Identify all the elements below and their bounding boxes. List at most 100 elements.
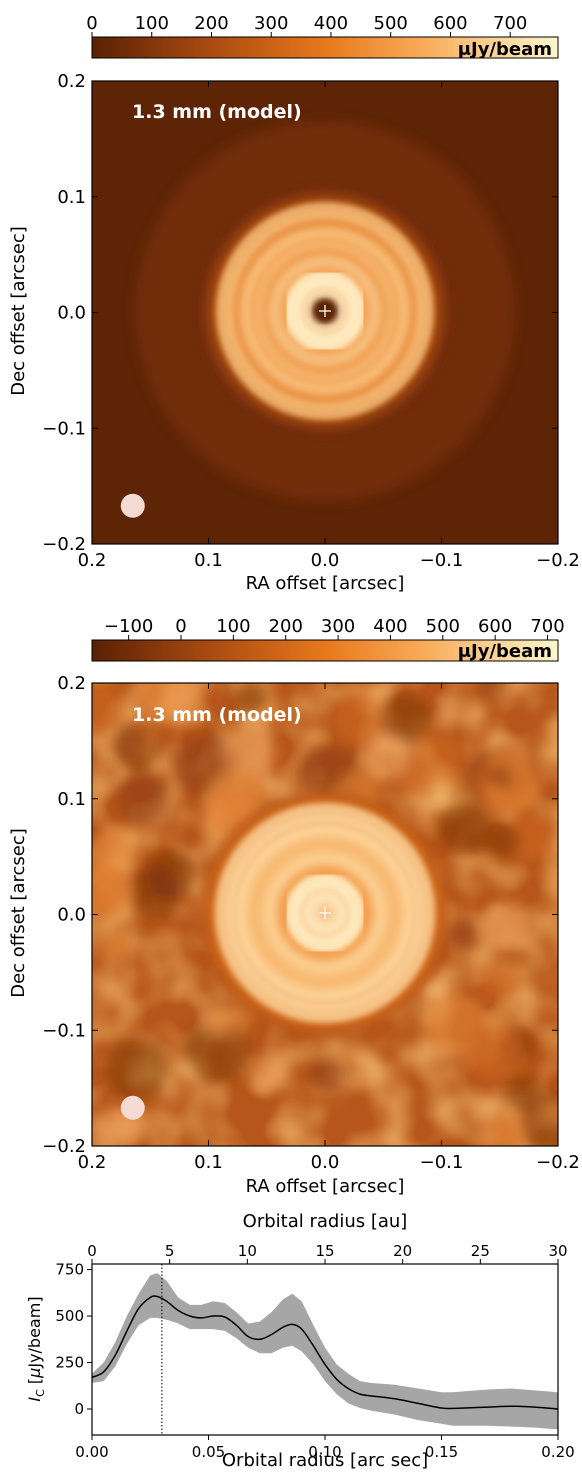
x2-tick-label: 10 [238,1242,257,1260]
x-tick-label: 0.1 [194,550,223,571]
noise-blob [250,1056,286,1092]
noise-blob [145,848,196,899]
colorbar-2-label: μJy/beam [458,641,552,662]
x-tick-label: −0.2 [536,1152,580,1173]
image-panel-1: 1.3 mm (model) 0.2 0.1 0.0 −0.1 −0.20.20.10.… [8,71,580,594]
noise-blob [117,772,170,825]
x-tick-label: 0.10 [308,1443,341,1461]
colorbar-tick-label: 200 [194,13,228,34]
colorbar-tick-label: 400 [314,13,348,34]
noise-blob [92,828,134,873]
star-marker-1 [319,305,331,317]
colorbar-tick-label: 400 [373,616,407,637]
x2-tick-label: 0 [87,1242,97,1260]
panel-2-label: 1.3 mm (model) [132,704,302,726]
noise-blob [333,692,386,745]
x2-tick-label: 15 [315,1242,334,1260]
y-tick-label: 0.0 [57,905,86,926]
noise-blob [438,802,492,855]
y-tick-label: −0.2 [42,1136,86,1157]
profile-ylabel: IC [μJy/beam] [25,1296,47,1401]
x-tick-label: 0.15 [425,1443,458,1461]
colorbar-tick-label: 700 [493,13,527,34]
profile-xlabel: Orbital radius [arc sec] [222,1450,428,1471]
x-tick-label: −0.2 [536,550,580,571]
colorbar-tick-label: 300 [321,616,355,637]
y-tick-label: 500 [55,1307,84,1325]
colorbar-tick-label: 500 [374,13,408,34]
x-tick-label: 0.20 [541,1443,574,1461]
beam-ellipse-2 [120,1095,145,1120]
x-tick-label: 0.05 [192,1443,225,1461]
noise-blob [106,1038,168,1100]
beam-ellipse-1 [120,493,145,518]
colorbar-tick-label: 300 [254,13,288,34]
image-panel-2: 1.3 mm (model) 0.2 0.1 0.0 −0.1 −0.20.20.10.… [8,673,580,1197]
x-tick-label: 0.1 [194,1152,223,1173]
noise-blob [309,1057,344,1092]
noise-blob [544,1100,558,1122]
y-tick-label: 0.0 [57,303,86,324]
noise-blob [488,764,513,789]
middle-ring-1 [253,239,397,383]
x2-tick-label: 30 [548,1242,567,1260]
x2-tick-label: 20 [393,1242,412,1260]
colorbar-tick-label: 200 [269,616,303,637]
noise-blob [463,1022,523,1082]
y-tick-label: 0.2 [57,673,86,694]
noise-blob [364,735,408,779]
noise-blob [163,683,206,706]
noise-blob [475,683,502,698]
colorbar-tick-label: 0 [86,13,97,34]
star-marker-2 [319,907,331,919]
y-tick-label: −0.2 [42,534,86,555]
noise-blob [480,962,520,1002]
panel-1-xlabel: RA offset [arcsec] [246,573,405,594]
noise-blob [234,683,266,715]
x-tick-label: 0.0 [311,1152,340,1173]
noise-blob [487,824,520,858]
noise-blob [412,730,464,783]
colorbar-tick-label: 500 [426,616,460,637]
x-tick-label: 0.2 [78,550,107,571]
y-tick-label: −0.1 [42,418,86,439]
noise-blob [92,683,125,734]
panel-2-ylabel: Dec offset [arcsec] [8,828,29,998]
colorbar-tick-label: 700 [530,616,564,637]
y-tick-label: 0.1 [57,187,86,208]
x2-tick-label: 5 [165,1242,175,1260]
outer-ring-2 [215,803,435,1023]
inner-ring-2 [285,873,365,953]
panel-1-label: 1.3 mm (model) [132,101,302,123]
noise-blob [380,694,432,745]
x-tick-label: −0.1 [420,550,464,571]
uncertainty-band [92,1273,558,1430]
noise-blob [92,864,134,919]
colorbar-1-label: μJy/beam [458,39,552,60]
noise-blob [483,900,531,949]
y-tick-label: 250 [55,1354,84,1372]
colorbar-tick-label: 600 [433,13,467,34]
x-tick-label: 0.0 [311,550,340,571]
colorbar-tick-label: 100 [135,13,169,34]
outer-ring-1 [216,202,434,420]
x-tick-label: −0.1 [420,1152,464,1173]
profile-line [91,1295,559,1410]
noise-blob [104,931,133,960]
y-tick-label: 0.2 [57,71,86,92]
panel-1-ylabel: Dec offset [arcsec] [8,226,29,396]
x-tick-label: 0.00 [75,1443,108,1461]
y-tick-label: −0.1 [42,1020,86,1041]
noise-blob [507,814,555,862]
x2-tick-label: 25 [471,1242,490,1260]
profile-x2label: Orbital radius [au] [243,1211,408,1232]
noise-blob [209,1012,233,1035]
y-tick-label: 0.1 [57,789,86,810]
colorbar-tick-label: 0 [175,616,186,637]
colorbar-1: 0 100 200 300 400 500 600 700 μJy/beam [86,13,559,60]
noise-blob [504,1076,541,1112]
radial-profile-panel: 0.00 0.05 0.10 0.15 0.20 0 5 10 15 20 25 30 0 250 500 7… [25,1211,575,1471]
y-tick-label: 0 [74,1400,84,1418]
colorbar-2: −100 0 100 200 300 400 500 600 700 μJy/beam [91,616,565,662]
